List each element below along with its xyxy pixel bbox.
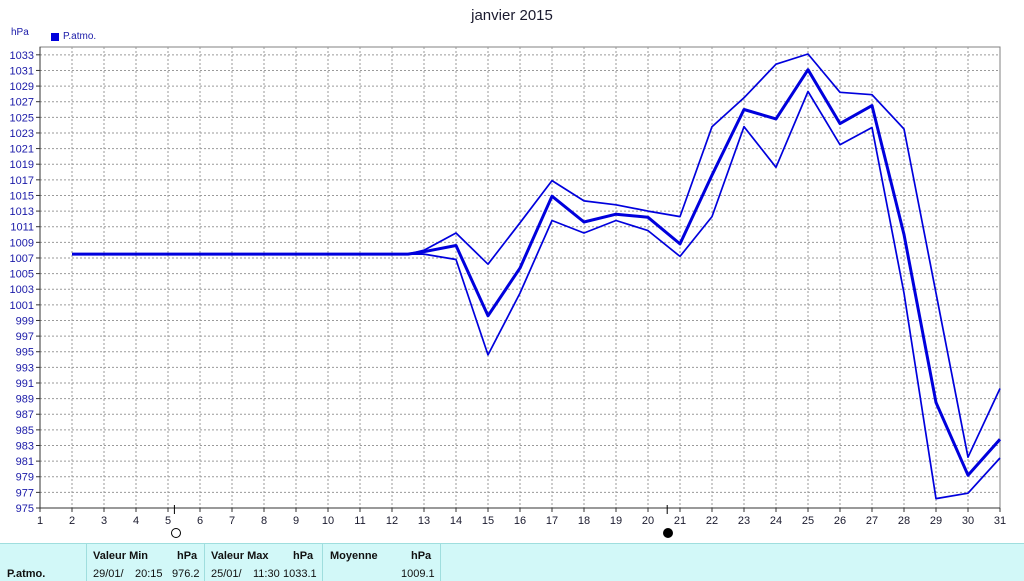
x-tick-label: 7 [229,515,235,527]
footer-serie-name: P.atmo. [7,568,46,580]
max-header: Valeur Max [211,550,269,562]
mean-value: 1009.1 [401,568,435,580]
y-tick-label: 983 [16,440,34,452]
x-tick-label: 8 [261,515,267,527]
y-tick-label: 997 [16,331,34,343]
x-tick-label: 26 [834,515,846,527]
max-time: 11:30 [253,568,280,580]
x-tick-label: 19 [610,515,622,527]
x-tick-label: 16 [514,515,526,527]
legend: P.atmo. [51,31,96,42]
x-tick-label: 9 [293,515,299,527]
min-time: 20:15 [135,568,163,580]
y-tick-label: 981 [16,456,34,468]
mean-header: Moyenne [330,550,378,562]
x-tick-label: 10 [322,515,334,527]
x-tick-label: 12 [386,515,398,527]
footer-serie-cell: P.atmo. [0,544,87,581]
y-tick-label: 1029 [10,81,34,93]
x-tick-label: 25 [802,515,814,527]
min-header: Valeur Min [93,550,149,562]
pressure-chart: 1 2 3 4 5 6 7 8 9 10 11 12 13 14 15 16 17 18 19 20 21 22 23 24 2… [10,46,1006,527]
y-tick-label: 1013 [10,206,34,218]
y-tick-label: 985 [16,425,34,437]
y-tick-label: 991 [16,378,34,390]
x-tick-label: 15 [482,515,494,527]
legend-swatch [51,32,59,41]
y-tick-label: 1003 [10,284,34,296]
y-tick-label: 977 [16,487,34,499]
x-tick-label: 13 [418,515,430,527]
y-unit-label: hPa [11,27,29,38]
chart-title: janvier 2015 [471,7,553,24]
x-tick-label: 22 [706,515,718,527]
x-tick-label: 6 [197,515,203,527]
footer-max-cell: Valeur Max hPa 25/01/ 11:30 1033.1 [205,544,323,581]
x-tick-label: 29 [930,515,942,527]
x-tick-label: 2 [69,515,75,527]
min-value: 976.2 [172,568,200,580]
mean-unit: hPa [411,550,432,562]
x-tick-label: 18 [578,515,590,527]
x-tick-label: 31 [994,515,1006,527]
x-tick-label: 30 [962,515,974,527]
y-tick-label: 1033 [10,50,34,62]
x-tick-label: 21 [674,515,686,527]
x-tick-label: 17 [546,515,558,527]
full-moon-icon [171,528,181,538]
y-tick-label: 1007 [10,253,34,265]
x-tick-label: 3 [101,515,107,527]
y-tick-label: 1025 [10,112,34,124]
x-tick-label: 1 [37,515,43,527]
min-date: 29/01/ [93,568,124,580]
series-max-line [72,53,1001,459]
max-date: 25/01/ [211,568,242,580]
x-tick-label: 5 [165,515,171,527]
new-moon-icon [663,528,673,538]
series-mean-line [72,68,1002,477]
y-tick-label: 1017 [10,175,34,187]
y-tick-label: 1005 [10,269,34,281]
x-tick-label: 14 [450,515,462,527]
max-unit: hPa [293,550,314,562]
y-tick-label: 1021 [10,144,34,156]
y-tick-label: 1031 [10,65,34,77]
y-tick-label: 975 [16,503,34,515]
y-tick-label: 1015 [10,190,34,202]
y-tick-label: 979 [16,472,34,484]
min-unit: hPa [177,550,198,562]
x-tick-label: 11 [354,515,365,527]
x-tick-label: 20 [642,515,654,527]
x-tick-label: 4 [133,515,139,527]
y-tick-label: 987 [16,409,34,421]
footer-min-cell: Valeur Min hPa 29/01/ 20:15 976.2 [87,544,205,581]
y-tick-label: 999 [16,315,34,327]
y-tick-label: 1009 [10,237,34,249]
legend-label: P.atmo. [63,31,97,42]
y-tick-label: 989 [16,394,34,406]
x-tick-label: 28 [898,515,910,527]
x-tick-label: 23 [738,515,750,527]
x-tick-label: 27 [866,515,878,527]
series-min-line [72,90,1001,500]
y-tick-label: 1023 [10,128,34,140]
x-tick-label: 24 [770,515,782,527]
y-tick-label: 993 [16,362,34,374]
y-tick-label: 1019 [10,159,34,171]
y-tick-label: 995 [16,347,34,359]
y-tick-label: 1011 [10,222,34,234]
y-tick-label: 1027 [10,97,34,109]
y-tick-label: 1001 [10,300,34,312]
max-value: 1033.1 [283,568,317,580]
footer-mean-cell: Moyenne hPa 1009.1 [323,544,441,581]
stats-footer: P.atmo. Valeur Min hPa 29/01/ 20:15 976.… [0,543,1024,581]
